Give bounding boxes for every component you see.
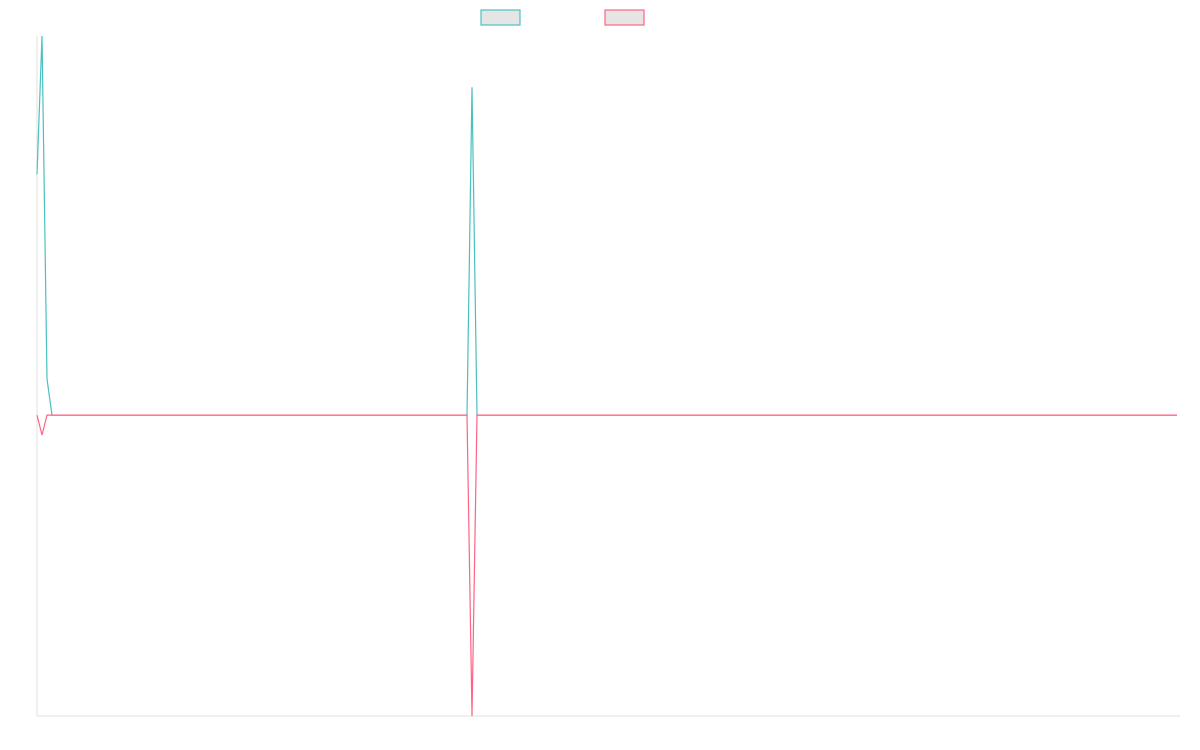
series-layer xyxy=(36,35,1177,717)
series-line-1 xyxy=(36,414,1177,717)
legend-swatch-0[interactable] xyxy=(480,9,521,26)
legend[interactable] xyxy=(480,9,645,26)
series-line-0 xyxy=(36,35,1177,416)
legend-swatch-1[interactable] xyxy=(604,9,645,26)
